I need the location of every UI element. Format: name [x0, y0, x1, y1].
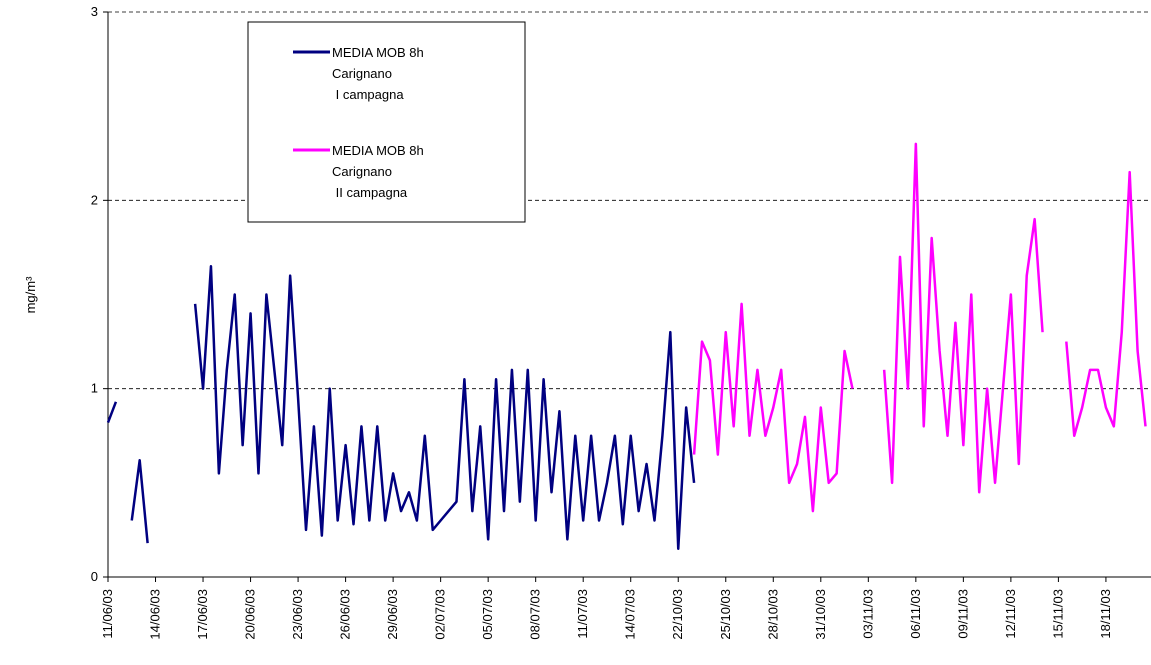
legend-label-line: II campagna: [332, 185, 408, 200]
y-tick-label: 3: [91, 4, 98, 19]
x-tick-label: 06/11/03: [908, 589, 923, 639]
y-tick-label: 1: [91, 381, 98, 396]
legend-label-line: MEDIA MOB 8h: [332, 45, 424, 60]
x-tick-label: 08/07/03: [528, 589, 543, 640]
x-tick-label: 23/06/03: [290, 589, 305, 640]
y-tick-label: 2: [91, 192, 98, 207]
x-tick-label: 26/06/03: [338, 589, 353, 640]
legend-box: [247, 21, 526, 223]
x-tick-label: 20/06/03: [243, 589, 258, 640]
legend-label-line: Carignano: [332, 164, 392, 179]
legend-label-line: Carignano: [332, 66, 392, 81]
x-tick-label: 31/10/03: [813, 589, 828, 640]
legend-label-line: MEDIA MOB 8h: [332, 143, 424, 158]
x-tick-label: 15/11/03: [1050, 589, 1065, 639]
x-tick-label: 29/06/03: [385, 589, 400, 640]
x-tick-label: 17/06/03: [195, 589, 210, 640]
x-tick-label: 09/11/03: [955, 589, 970, 639]
x-tick-label: 11/07/03: [575, 589, 590, 639]
x-tick-label: 25/10/03: [718, 589, 733, 640]
x-tick-label: 14/06/03: [148, 589, 163, 640]
data-line: [692, 142, 1147, 513]
y-axis-label: mg/m³: [23, 276, 38, 314]
x-tick-label: 11/06/03: [100, 589, 115, 639]
y-tick-label: 0: [91, 569, 98, 584]
x-tick-label: 12/11/03: [1003, 589, 1018, 639]
legend-label-line: I campagna: [332, 87, 404, 102]
x-tick-label: 14/07/03: [623, 589, 638, 640]
x-tick-label: 05/07/03: [480, 589, 495, 640]
legend-label: MEDIA MOB 8h Carignano I campagna: [332, 45, 424, 102]
x-tick-label: 22/10/03: [670, 589, 685, 640]
x-tick-label: 03/11/03: [860, 589, 875, 639]
x-tick-label: 02/07/03: [433, 589, 448, 640]
data-line: [106, 265, 696, 550]
x-tick-label: 28/10/03: [765, 589, 780, 640]
x-tick-label: 18/11/03: [1098, 589, 1113, 639]
legend-label: MEDIA MOB 8h Carignano II campagna: [332, 143, 424, 200]
